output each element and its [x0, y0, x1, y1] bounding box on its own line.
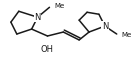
Text: Me: Me [122, 32, 132, 38]
Text: N: N [34, 13, 41, 22]
Text: Me: Me [54, 3, 65, 9]
Text: N: N [102, 22, 108, 31]
Text: OH: OH [41, 45, 54, 54]
